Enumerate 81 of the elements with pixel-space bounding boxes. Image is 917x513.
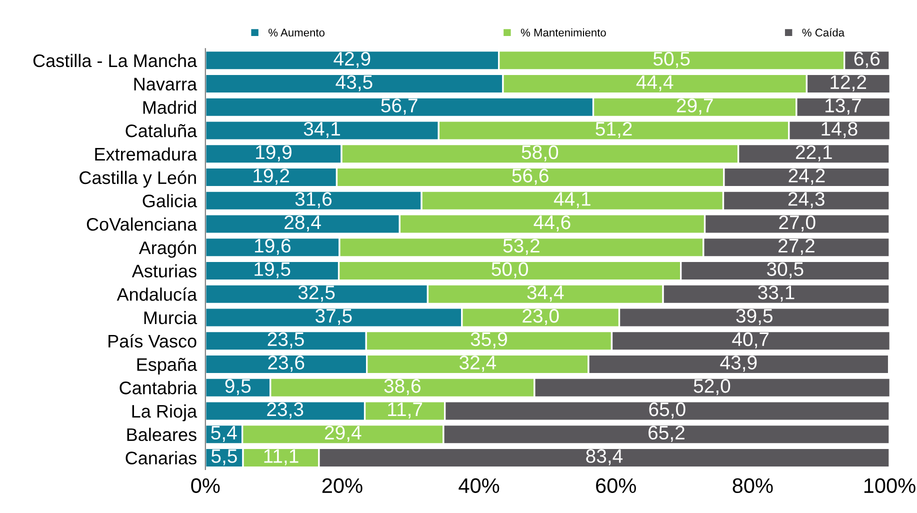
data-label: 11,7 [388,402,422,418]
data-label: 39,5 [736,308,772,326]
x-tick-label: 40% [458,478,500,494]
x-tick-label: 100% [864,478,916,494]
y-tick-label: Navarra [134,78,198,91]
data-label: 29,7 [676,98,713,115]
data-label: 65,2 [648,426,684,442]
data-label: 52,0 [694,379,730,396]
data-label: 40,7 [732,332,769,348]
data-label: 38,6 [384,379,420,396]
y-tick-label: Madrid [143,100,196,114]
data-label: 43,9 [720,356,757,372]
data-label: 44,6 [534,215,570,232]
y-tick-label: CoValenciana [86,217,198,231]
data-label: 19,2 [254,168,290,185]
data-label: 19,5 [254,262,290,278]
y-tick-label: País Vasco [108,334,196,348]
data-label: 24,2 [788,168,825,185]
data-label: 65,0 [649,402,686,418]
y-tick-label: Aragón [138,240,196,258]
data-label: 22,1 [796,145,832,162]
data-label: 56,7 [381,98,418,115]
x-tick-label: 80% [732,478,773,494]
y-tick-label: Canarias [126,451,196,464]
data-label: 9,5 [225,379,251,396]
data-label: 23,5 [268,332,304,348]
y-tick-label: Castilla y León [80,170,196,188]
data-label: 23,6 [268,356,304,372]
data-label: 19,6 [255,238,291,255]
data-label: 83,4 [586,449,623,466]
data-label: 31,6 [295,192,332,208]
y-tick-label: Galicia [142,194,198,208]
data-label: 53,2 [503,238,540,255]
y-tick-label: Andalucía [116,287,198,301]
x-tick-label: 20% [322,478,362,494]
data-label: 50,5 [653,52,690,68]
legend-label: % Aumento [268,28,325,37]
data-label: 14,8 [822,122,858,138]
data-label: 34,1 [304,122,340,138]
data-label: 56,6 [512,168,548,185]
data-label: 43,5 [336,75,372,92]
data-label: 23,0 [522,308,559,326]
data-label: 42,9 [334,52,370,68]
y-tick-label: Extremadura [95,147,198,161]
data-label: 24,3 [788,192,824,208]
y-tick-label: Cantabria [120,381,198,394]
data-label: 58,0 [522,145,558,162]
legend-label: % Caída [802,28,845,37]
data-label: 13,7 [826,98,861,115]
data-label: 34,4 [527,286,564,302]
y-tick-label: Baleares [127,428,196,442]
data-label: 33,1 [758,286,794,302]
data-label: 30,5 [766,262,804,278]
data-label: 6,6 [854,52,880,68]
data-label: 11,1 [264,449,298,466]
data-label: 12,2 [830,75,866,92]
y-tick-label: Asturias [132,264,196,278]
y-tick-label: La Rioja [132,404,198,422]
x-tick-label: 0% [191,478,220,494]
data-label: 50,0 [492,262,528,278]
y-tick-label: Murcia [144,310,198,324]
data-label: 27,0 [779,215,816,232]
data-label: 23,3 [267,402,304,418]
data-label: 32,5 [298,286,335,302]
data-label: 35,9 [470,332,507,348]
data-label: 44,1 [554,192,590,208]
y-tick-label: España [137,358,198,375]
data-label: 32,4 [459,356,496,372]
data-label: 51,2 [596,122,632,138]
data-label: 28,4 [284,215,321,232]
data-label: 44,4 [636,75,674,92]
data-label: 29,4 [324,426,362,442]
data-label: 27,2 [778,238,814,255]
data-label: 19,9 [256,145,292,162]
y-tick-label: Castilla - La Mancha [33,54,198,68]
data-label: 5,5 [211,449,237,466]
legend-label: % Mantenimiento [520,28,606,37]
y-tick-label: Cataluña [126,124,198,138]
data-label: 37,5 [315,308,352,326]
data-label: 5,4 [211,426,237,442]
x-tick-label: 60% [596,478,636,494]
